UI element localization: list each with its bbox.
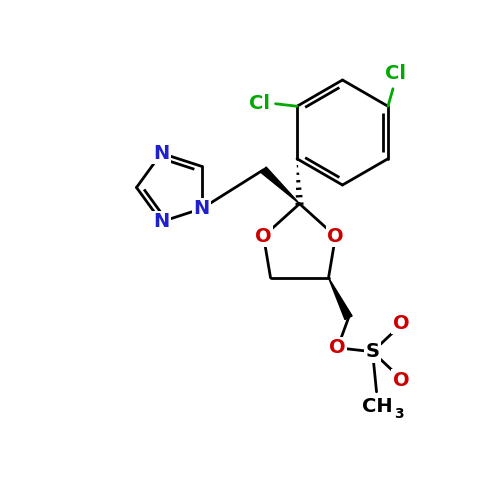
- Text: CH: CH: [362, 397, 393, 416]
- Text: O: O: [255, 227, 272, 246]
- Text: N: N: [154, 212, 170, 231]
- Text: Cl: Cl: [249, 94, 270, 114]
- Text: O: O: [327, 227, 344, 246]
- Text: N: N: [194, 199, 210, 218]
- Polygon shape: [261, 167, 300, 204]
- Text: O: O: [392, 314, 409, 333]
- Text: O: O: [392, 371, 409, 390]
- Text: 3: 3: [394, 407, 404, 421]
- Text: S: S: [366, 342, 380, 361]
- Text: Cl: Cl: [385, 64, 406, 83]
- Text: O: O: [329, 338, 346, 357]
- Polygon shape: [328, 278, 352, 320]
- Text: N: N: [154, 144, 170, 163]
